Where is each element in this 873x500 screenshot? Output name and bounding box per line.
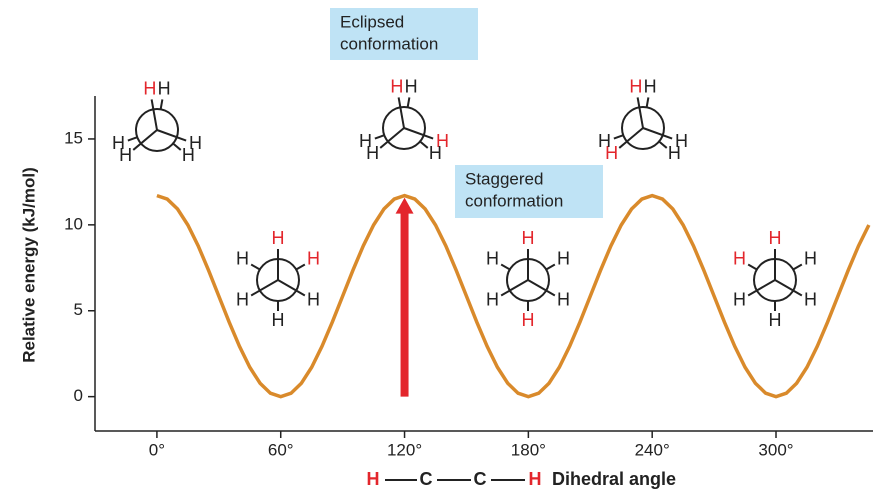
back-bond (792, 263, 803, 271)
x-axis-label-atom: H (367, 469, 380, 489)
front-bond (500, 279, 529, 297)
back-bond (127, 136, 138, 142)
newman-label: H (644, 76, 657, 96)
newman-projection: H H H H H H (733, 228, 817, 330)
newman-label: H (668, 143, 681, 163)
back-bond (159, 99, 164, 110)
newman-label: H (557, 289, 570, 309)
back-bond (613, 134, 624, 140)
x-tick-label: 0° (149, 440, 165, 459)
newman-label: H (307, 248, 320, 268)
annotation-text: conformation (340, 34, 438, 53)
newman-label: H (557, 248, 570, 268)
newman-label: H (733, 248, 746, 268)
newman-label: H (429, 143, 442, 163)
energy-curve (156, 193, 871, 399)
front-bond (379, 127, 405, 149)
front-bond (277, 279, 306, 297)
annotation-text: conformation (465, 191, 563, 210)
front-bond (618, 127, 644, 149)
newman-label: H (390, 76, 403, 96)
front-bond (774, 279, 803, 297)
back-bond (172, 142, 182, 151)
front-bond (527, 279, 556, 297)
newman-label: H (272, 310, 285, 330)
newman-projection: H H H H H H (486, 228, 570, 330)
x-tick-label: 180° (511, 440, 546, 459)
newman-label: H (143, 78, 156, 98)
front-bond (397, 97, 405, 129)
x-tick-label: 120° (387, 440, 422, 459)
front-bond (747, 279, 776, 297)
x-axis-label: Dihedral angle (552, 469, 676, 489)
newman-label: H (359, 131, 372, 151)
x-tick-label: 60° (268, 440, 294, 459)
newman-label: H (236, 248, 249, 268)
newman-label: H (405, 76, 418, 96)
x-tick-label: 300° (758, 440, 793, 459)
y-tick-label: 5 (74, 300, 83, 319)
back-bond (645, 97, 650, 108)
back-bond (545, 263, 556, 271)
back-bond (250, 263, 261, 271)
x-axis-label-atom: C (420, 469, 433, 489)
newman-label: H (804, 248, 817, 268)
newman-label: H (522, 310, 535, 330)
back-bond (500, 263, 511, 271)
annotation-text: Eclipsed (340, 12, 404, 31)
newman-label: H (272, 228, 285, 248)
back-bond (374, 134, 385, 140)
newman-label: H (486, 248, 499, 268)
newman-label: H (182, 145, 195, 165)
newman-label: H (733, 289, 746, 309)
newman-label: H (366, 143, 379, 163)
front-bond (132, 129, 158, 151)
newman-label: H (605, 143, 618, 163)
newman-label: H (158, 78, 171, 98)
back-bond (747, 263, 758, 271)
newman-label: H (769, 310, 782, 330)
annotation-box (330, 8, 478, 60)
y-tick-label: 10 (64, 214, 83, 233)
annotation-box (455, 165, 603, 218)
newman-projection: H H H H H H (236, 228, 320, 330)
x-tick-label: 240° (635, 440, 670, 459)
x-axis-label-atom: H (529, 469, 542, 489)
newman-label: H (486, 289, 499, 309)
newman-label: H (307, 289, 320, 309)
front-bond (636, 97, 644, 129)
newman-label: H (112, 133, 125, 153)
newman-label: H (598, 131, 611, 151)
newman-label: H (436, 131, 449, 151)
arrow-head (395, 197, 414, 214)
back-bond (295, 263, 306, 271)
newman-label: H (804, 289, 817, 309)
newman-label: H (675, 131, 688, 151)
newman-label: H (189, 133, 202, 153)
newman-label: H (769, 228, 782, 248)
x-axis-label-atom: C (474, 469, 487, 489)
annotation-text: Staggered (465, 169, 543, 188)
front-bond (150, 99, 158, 131)
y-tick-label: 0 (74, 386, 83, 405)
newman-label: H (236, 289, 249, 309)
front-bond (156, 129, 187, 142)
y-axis-label: Relative energy (kJ/mol) (19, 167, 38, 363)
back-bond (406, 97, 411, 108)
newman-label: H (522, 228, 535, 248)
front-bond (403, 127, 434, 140)
back-bond (419, 140, 429, 149)
front-bond (642, 127, 673, 140)
front-bond (250, 279, 279, 297)
y-tick-label: 15 (64, 128, 83, 147)
newman-label: H (629, 76, 642, 96)
newman-label: H (119, 145, 132, 165)
back-bond (658, 140, 668, 149)
